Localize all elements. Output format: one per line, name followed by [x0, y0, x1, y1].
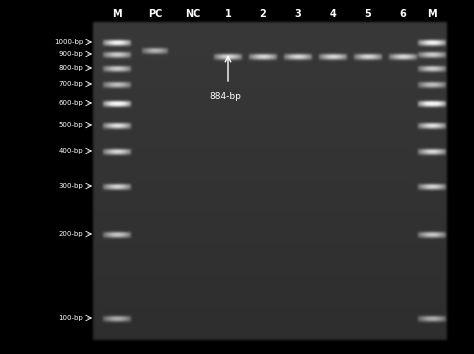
- Text: 700-bp: 700-bp: [58, 81, 83, 87]
- Text: 1: 1: [225, 9, 231, 19]
- Text: 5: 5: [365, 9, 371, 19]
- Text: 200-bp: 200-bp: [58, 231, 83, 237]
- Text: PC: PC: [148, 9, 162, 19]
- Text: M: M: [427, 9, 437, 19]
- Text: 900-bp: 900-bp: [58, 51, 83, 57]
- Text: 4: 4: [329, 9, 337, 19]
- Text: 2: 2: [260, 9, 266, 19]
- Text: 300-bp: 300-bp: [58, 183, 83, 189]
- Text: 800-bp: 800-bp: [58, 65, 83, 71]
- Text: 500-bp: 500-bp: [58, 122, 83, 128]
- Text: 3: 3: [295, 9, 301, 19]
- Text: 600-bp: 600-bp: [58, 100, 83, 106]
- Text: 6: 6: [400, 9, 406, 19]
- Text: 884-bp: 884-bp: [209, 92, 241, 101]
- Text: 400-bp: 400-bp: [58, 148, 83, 154]
- Text: M: M: [112, 9, 122, 19]
- Text: 1000-bp: 1000-bp: [54, 39, 83, 45]
- Text: 100-bp: 100-bp: [58, 315, 83, 321]
- Text: NC: NC: [185, 9, 201, 19]
